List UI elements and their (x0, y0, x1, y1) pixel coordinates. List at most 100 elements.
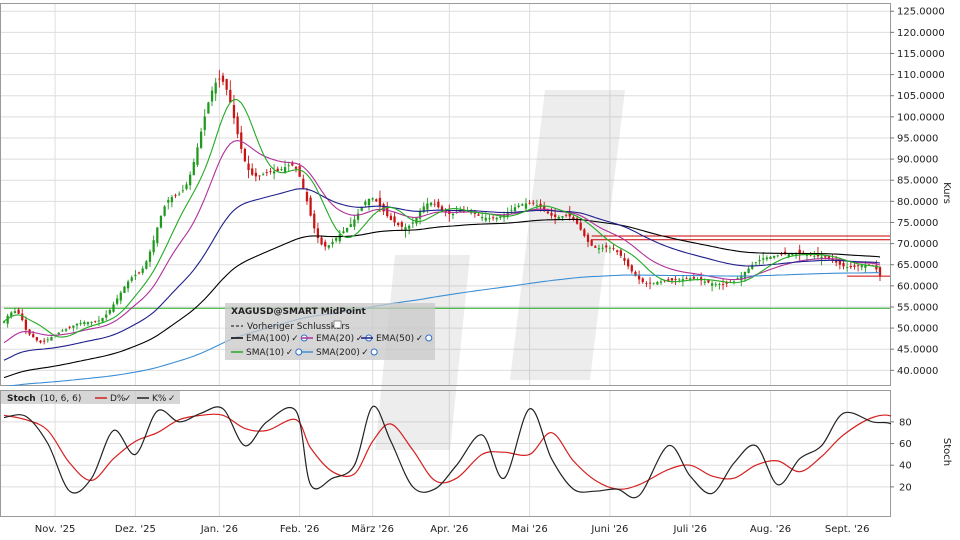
candle-body (659, 281, 663, 283)
candle-body (203, 116, 206, 130)
candle-body (732, 280, 736, 282)
candle-body (272, 171, 276, 174)
price-tick-label: 120.0000 (897, 28, 945, 39)
candle-body (367, 198, 371, 206)
candle-body (813, 255, 816, 257)
candle-body (554, 214, 557, 217)
candle-body (192, 162, 195, 176)
legend-entry: EMA(50) (376, 334, 414, 344)
candle-body (703, 281, 706, 283)
price-axis-label: Kurs (941, 182, 952, 204)
d-check-icon[interactable]: ✓ (124, 394, 132, 404)
candle-body (287, 165, 290, 167)
candle-body (656, 282, 659, 285)
candle-body (148, 251, 152, 262)
prev-close-checkbox[interactable] (333, 320, 342, 329)
candle-body (528, 202, 531, 204)
candle-body (440, 206, 444, 211)
legend-settings-icon[interactable] (425, 334, 433, 342)
price-grid (1, 4, 890, 385)
candle-body (262, 174, 265, 176)
candle-body (247, 163, 250, 171)
candle-body (426, 203, 429, 210)
candle-body (473, 213, 476, 215)
price-axis: 125.0000 120.0000 115.0000 110.0000 105.0000… (890, 7, 945, 377)
k-check-icon[interactable]: ✓ (168, 394, 176, 404)
candle-body (72, 325, 75, 328)
x-tick-label: Juli '26 (672, 524, 707, 535)
candle-body (130, 277, 133, 281)
candle-body (68, 326, 71, 328)
stoch-tick-label: 60 (899, 439, 912, 450)
legend-check-icon[interactable]: ✓ (361, 348, 369, 358)
candle-body (543, 205, 546, 211)
candle-body (375, 199, 378, 202)
candle-body (349, 224, 352, 227)
candle-body (740, 275, 743, 281)
candle-body (597, 248, 601, 250)
stoch-axis: 80 60 40 20 (890, 417, 912, 493)
candle-body (678, 279, 681, 281)
legend-entry: SMA(10) (246, 348, 284, 358)
candle-body (743, 271, 747, 279)
price-tick-label: 75.0000 (897, 218, 938, 229)
candle-body (327, 245, 330, 248)
candle-body (484, 217, 487, 221)
candle-body (477, 214, 480, 216)
candle-body (283, 167, 287, 173)
candle-body (331, 241, 334, 245)
candle-body (575, 218, 579, 224)
candle-body (2, 321, 6, 323)
stoch-d-line (3, 413, 891, 490)
stoch-tick-label: 40 (899, 461, 912, 472)
candle-body (345, 227, 349, 232)
candle-body (875, 265, 878, 270)
candle-body (572, 216, 575, 220)
candle-body (491, 217, 495, 219)
candle-body (521, 204, 524, 206)
candle-body (123, 286, 126, 294)
x-tick-label: März '26 (351, 524, 394, 535)
candle-body (170, 197, 174, 203)
candle-body (692, 277, 695, 279)
candle-body (90, 322, 93, 323)
legend-check-icon[interactable]: ✓ (291, 334, 299, 344)
candle-body (605, 245, 608, 248)
candle-body (309, 197, 312, 216)
candle-body (335, 238, 338, 241)
candle-body (397, 223, 400, 225)
candle-body (736, 278, 739, 280)
legend-entry: SMA(200) (316, 348, 360, 358)
legend-check-icon[interactable]: ✓ (416, 334, 424, 344)
candle-body (112, 304, 115, 312)
candle-body (196, 147, 199, 165)
legend-check-icon[interactable]: ✓ (286, 348, 294, 358)
candle-body (163, 206, 166, 216)
candle-body (564, 214, 568, 216)
candle-body (619, 250, 622, 256)
candle-body (579, 222, 582, 230)
price-tick-label: 95.0000 (897, 133, 938, 144)
candle-body (539, 203, 542, 208)
candle-body (229, 89, 232, 103)
candle-body (167, 200, 170, 203)
candle-body (513, 207, 517, 211)
price-tick-label: 50.0000 (897, 324, 938, 335)
legend-settings-icon[interactable] (370, 348, 378, 356)
candle-body (13, 311, 17, 314)
candle-body (342, 231, 345, 234)
legend-settings-icon[interactable] (295, 348, 303, 356)
candle-body (181, 190, 184, 192)
candle-body (561, 216, 564, 218)
candle-body (302, 178, 305, 189)
candle-body (378, 197, 382, 207)
price-tick-label: 55.0000 (897, 302, 938, 313)
candle-body (805, 254, 809, 256)
candle-body (240, 132, 243, 149)
candle-body (590, 239, 593, 246)
legend-check-icon[interactable]: ✓ (356, 334, 364, 344)
candle-body (214, 82, 217, 94)
candle-body (415, 217, 418, 224)
candle-body (251, 168, 254, 175)
